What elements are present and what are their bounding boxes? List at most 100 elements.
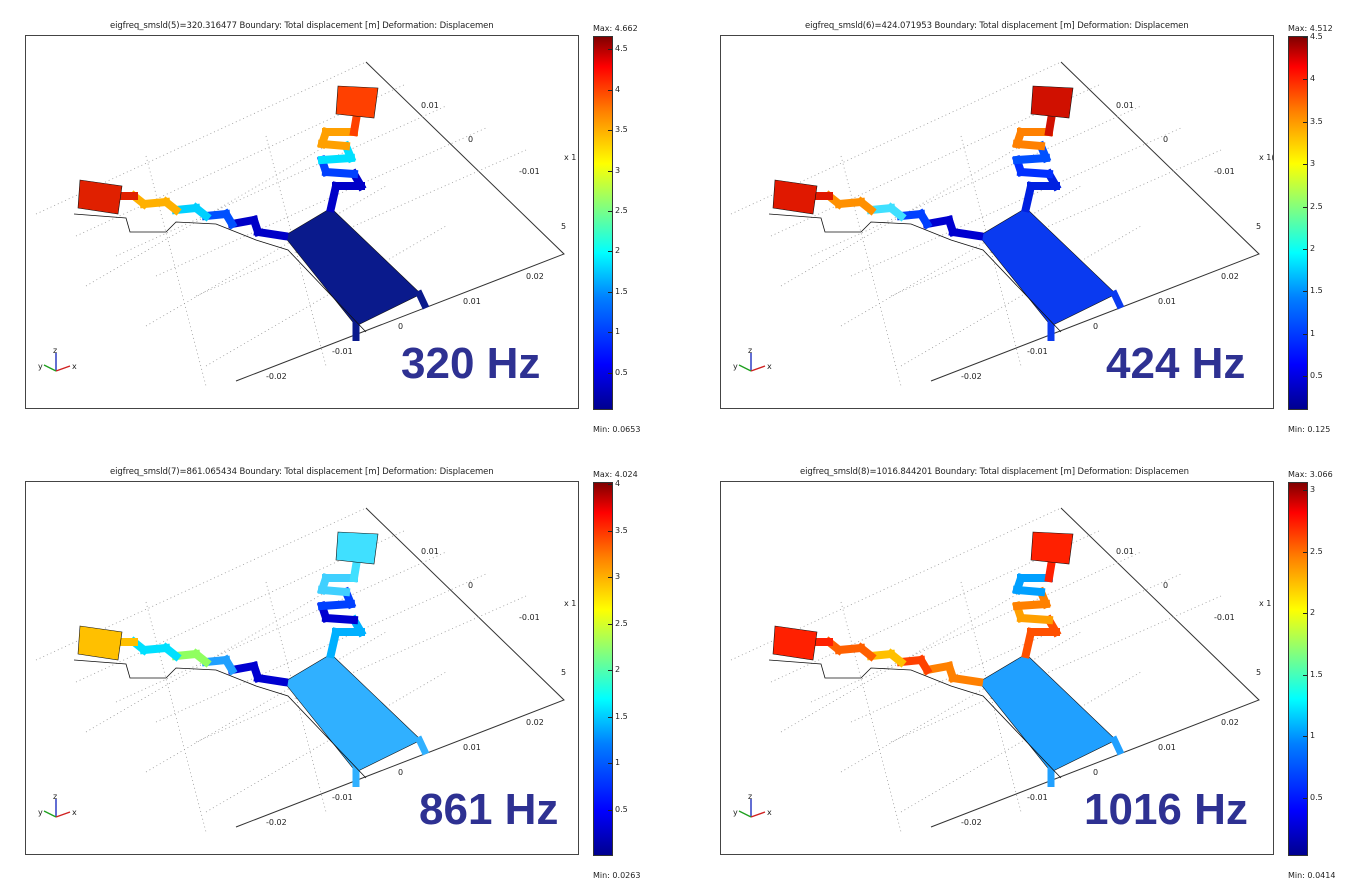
axis-tick-label: 0 (1163, 135, 1168, 144)
meander-segment (1016, 613, 1054, 625)
colorbar-tick-label: 1.5 (615, 711, 628, 721)
meander-segment (349, 115, 361, 137)
colorbar-max: Max: 4.512 (1288, 24, 1333, 33)
triad-y-label: y (733, 362, 738, 371)
colorbar (593, 482, 613, 856)
axis-tick-label: 0 (468, 581, 473, 590)
colorbar-tick-label: 1 (1310, 731, 1316, 741)
colorbar-tick-mark (1303, 674, 1307, 676)
proof-mass-left (772, 179, 818, 215)
grid-line (890, 595, 1222, 743)
axis-tick-label: 0.01 (1116, 101, 1134, 110)
axis-tick-label: 0 (398, 322, 403, 331)
frequency-label: 1016 Hz (1084, 785, 1248, 834)
meander-segment (1012, 599, 1051, 611)
colorbar-min: Min: 0.0263 (593, 871, 641, 880)
undeformed-outline (73, 659, 367, 779)
colorbar (1288, 36, 1308, 410)
axis-tick-label: x 1 (564, 153, 576, 162)
undeformed-outline (73, 213, 367, 333)
frequency-label: 861 Hz (419, 785, 559, 834)
support-leg (414, 735, 430, 756)
axis-tick-label: -0.02 (266, 372, 287, 381)
colorbar-tick-label: 2.5 (1310, 546, 1323, 556)
colorbar-tick-label: 2.5 (615, 205, 628, 215)
grid-line (810, 551, 1142, 703)
colorbar-max: Max: 4.024 (593, 470, 638, 479)
proof-mass-top (335, 531, 379, 565)
axis-frame-line (930, 507, 1260, 828)
axis-tick-label: 0.02 (1221, 272, 1239, 281)
plot-area: 0.01 0 -0.01 x 1 5 0.02 0.01 0 -0.01 -0.02 z x y (720, 481, 1274, 855)
colorbar-tick-label: 0.5 (1310, 792, 1323, 802)
axis-tick-label: 0.01 (1158, 297, 1176, 306)
colorbar-tick-label: 3 (1310, 159, 1316, 169)
colorbar-tick-label: 3.5 (615, 525, 628, 535)
colorbar-tick-mark (1303, 333, 1307, 335)
plot-svg: 0.01 0 -0.01 x 1 5 0.02 0.01 0 -0.01 -0.02 z x y (730, 507, 1271, 833)
colorbar-tick-mark (1303, 551, 1307, 553)
triad-z-label: z (748, 346, 752, 355)
triad-x-axis (55, 365, 71, 372)
plot-title: eigfreq_smsld(6)=424.071953 Boundary: To… (805, 21, 1189, 31)
colorbar-tick-mark (1303, 736, 1307, 738)
axis-tick-label: -0.01 (332, 347, 353, 356)
axis-tick-label: -0.02 (961, 372, 982, 381)
grid-line (195, 149, 527, 297)
triad-z-label: z (748, 792, 752, 801)
proof-mass-top (335, 85, 379, 119)
axis-tick-label: x 1( (1259, 153, 1273, 162)
axis-tick-label: 0.01 (1158, 743, 1176, 752)
axis-frame-line (235, 507, 565, 828)
colorbar-tick-label: 2 (615, 665, 621, 675)
colorbar-tick-mark (608, 809, 612, 811)
colorbar-tick-mark (1303, 79, 1307, 81)
triad-x-axis (55, 811, 71, 818)
plot-svg: 0.01 0 -0.01 x 1 5 0.02 0.01 0 -0.01 -0.02 z x y (35, 507, 576, 833)
colorbar-tick-label: 4.5 (1310, 32, 1323, 42)
axis-tick-label: 0 (1163, 581, 1168, 590)
triad-x-label: x (72, 808, 77, 817)
colorbar-tick-label: 2.5 (1310, 201, 1323, 211)
meander-segment (321, 613, 359, 625)
colorbar-tick-mark (608, 291, 612, 293)
meander-segment (1044, 561, 1056, 583)
meander-segment (317, 153, 356, 165)
axis-tick-label: 0.01 (421, 101, 439, 110)
axis-tick-label: -0.02 (266, 818, 287, 827)
colorbar-tick-label: 1 (615, 758, 621, 768)
colorbar-tick-mark (1303, 164, 1307, 166)
undeformed-outline (768, 659, 1062, 779)
axis-tick-label: -0.01 (332, 793, 353, 802)
colorbar-tick-label: 1.5 (1310, 286, 1323, 296)
axis-tick-label: 0.02 (526, 272, 544, 281)
axis-tick-label: -0.01 (1214, 167, 1235, 176)
triad-x-axis (750, 811, 766, 818)
grid-line (145, 155, 207, 387)
colorbar-min: Min: 0.0653 (593, 425, 641, 434)
axis-tick-label: x 1 (564, 599, 576, 608)
axis-frame-line (930, 61, 1260, 382)
grid-line (770, 529, 1102, 683)
grid-line (155, 127, 487, 277)
support-leg (1109, 735, 1125, 756)
axis-tick-label: -0.01 (1027, 347, 1048, 356)
triad-y-axis (43, 364, 57, 372)
colorbar-tick-label: 3 (1310, 485, 1316, 495)
plot-svg: 0.01 0 -0.01 x 1 5 0.02 0.01 0 -0.01 -0.02 z x y (35, 61, 576, 387)
proof-mass-left (772, 625, 818, 661)
colorbar-tick-mark (608, 89, 612, 91)
proof-mass-top (1030, 531, 1074, 565)
triad-x-label: x (72, 362, 77, 371)
axis-tick-label: 0 (398, 768, 403, 777)
plot-svg: 0.01 0 -0.01 x 1(5 0.02 0.01 0 -0.01 -0.02 z x y (730, 61, 1273, 387)
plot-title: eigfreq_smsld(8)=1016.844201 Boundary: T… (800, 467, 1189, 477)
colorbar-tick-label: 1 (615, 327, 621, 337)
axis-tick-label: 0.01 (463, 297, 481, 306)
grid-line (75, 83, 407, 237)
colorbar-tick-mark (608, 670, 612, 672)
colorbar-tick-label: 3 (615, 165, 621, 175)
colorbar-tick-mark (608, 577, 612, 579)
triad-y-label: y (38, 362, 43, 371)
colorbar-max: Max: 3.066 (1288, 470, 1333, 479)
